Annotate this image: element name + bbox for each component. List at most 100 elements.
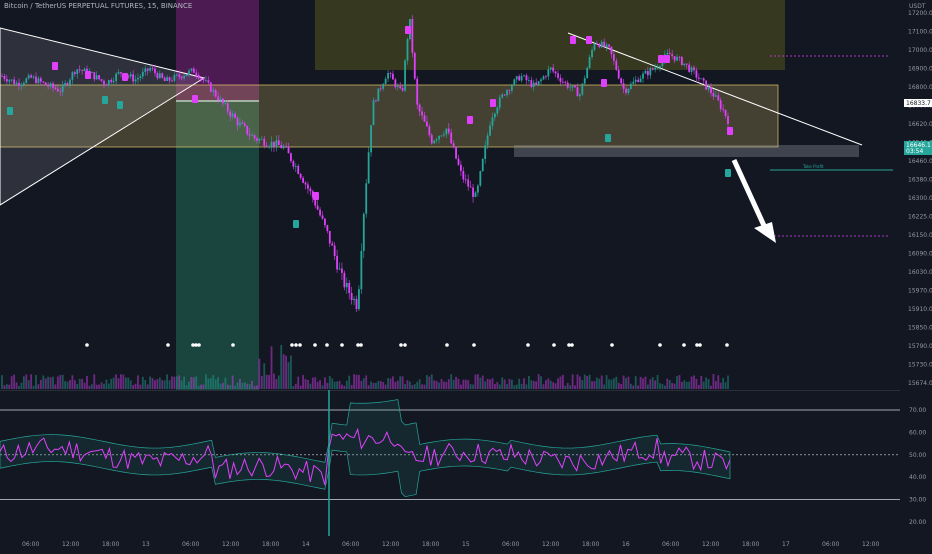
- volume-bar: [375, 382, 377, 389]
- candle-body: [695, 70, 698, 78]
- volume-bar: [467, 380, 470, 389]
- candle-body: [200, 78, 203, 80]
- volume-bar: [8, 384, 11, 389]
- candle-body: [649, 68, 652, 76]
- candle-body: [518, 76, 521, 81]
- oscillator-band: [0, 399, 731, 498]
- volume-bar: [290, 355, 292, 389]
- candle-body: [110, 80, 113, 83]
- volume-bar: [263, 363, 266, 389]
- volume-bar: [656, 375, 659, 389]
- candle-body: [134, 79, 137, 82]
- volume-bar: [724, 382, 727, 389]
- volume-bar: [435, 380, 438, 389]
- volume-bar: [501, 377, 504, 389]
- volume-bar: [440, 379, 443, 389]
- signal-dot: [197, 343, 201, 347]
- volume-bar: [277, 375, 280, 389]
- trendline[interactable]: [567, 32, 863, 146]
- candle-body: [697, 77, 700, 79]
- candle-body: [394, 79, 397, 88]
- candle-body: [161, 73, 164, 78]
- volume-bar: [559, 376, 562, 389]
- volume-bar: [168, 380, 171, 389]
- volume-bar: [525, 384, 528, 389]
- oscillator-axis[interactable]: 70.00 60.00 50.00 40.00 30.00 20.00: [909, 407, 926, 526]
- signal-tag: [658, 55, 664, 63]
- time-axis[interactable]: 06:00 12:00 18:00 13 06:00 12:00 18:00 14 06:00 1…: [22, 541, 879, 548]
- candle-body: [331, 243, 334, 246]
- volume-bar: [428, 376, 431, 389]
- candle-body: [115, 73, 118, 81]
- volume-bar: [56, 376, 59, 389]
- candle-body: [163, 77, 166, 81]
- candle-body: [64, 83, 67, 86]
- volume-bar: [120, 374, 122, 389]
- candle-body: [712, 93, 715, 97]
- candle-body: [387, 72, 389, 79]
- volume-bar: [253, 385, 256, 389]
- volume-bar: [506, 384, 508, 389]
- candle-body: [117, 72, 120, 74]
- price-tick: 15790.0: [908, 343, 932, 350]
- candle-body: [304, 182, 307, 185]
- candle-body: [464, 179, 467, 181]
- volume-bar: [676, 376, 678, 389]
- volume-bar: [498, 384, 501, 389]
- oscillator-tick: 20.00: [909, 519, 926, 526]
- candle-body: [445, 128, 448, 135]
- candle-body: [685, 63, 688, 65]
- volume-bar: [236, 382, 239, 389]
- candle-body: [544, 76, 547, 78]
- volume-bar: [719, 382, 722, 389]
- candle-body: [559, 77, 562, 82]
- volume-bar: [185, 384, 188, 389]
- volume-bar: [73, 380, 76, 389]
- currency-label: USDT: [909, 3, 926, 10]
- volume-bar: [52, 376, 54, 389]
- volume-bar: [268, 374, 270, 389]
- volume-bar: [426, 375, 428, 389]
- volume-bar: [491, 378, 494, 389]
- volume-bar: [197, 385, 200, 389]
- volume-bar: [637, 385, 640, 389]
- candle-body: [358, 289, 360, 310]
- candle-body: [384, 78, 387, 85]
- candle-body: [341, 268, 343, 273]
- candle-body: [268, 146, 270, 148]
- volume-bar: [226, 384, 229, 389]
- volume-bar: [158, 377, 161, 389]
- volume-bar: [280, 344, 283, 389]
- volume-bar: [450, 374, 453, 389]
- volume-bar: [384, 384, 387, 389]
- candle-body: [418, 104, 421, 112]
- price-axis[interactable]: 17200.017100.017000.016900.016800.016700…: [908, 10, 932, 387]
- time-tick: 15: [462, 541, 470, 548]
- time-tick: 18:00: [422, 541, 439, 548]
- signal-dot: [298, 343, 302, 347]
- candle-body: [90, 72, 93, 73]
- candle-body: [661, 60, 664, 66]
- candle-body: [612, 54, 615, 61]
- signal-dot: [166, 343, 170, 347]
- volume-bar: [358, 374, 360, 389]
- volume-bar: [700, 375, 703, 389]
- volume-bar: [214, 379, 217, 389]
- signal-tag: [192, 95, 198, 103]
- grey-zone: [514, 145, 859, 157]
- volume-bar: [683, 380, 686, 389]
- candle-body: [355, 298, 358, 310]
- volume-bar: [127, 377, 130, 389]
- price-label-box: [904, 147, 932, 155]
- candle-body: [185, 74, 188, 77]
- volume-bar: [348, 375, 351, 389]
- volume-bar: [246, 383, 249, 389]
- volume-bar: [646, 384, 649, 389]
- volume-bar: [156, 379, 159, 389]
- candle-body: [510, 85, 513, 91]
- oscillator-tick: 40.00: [909, 474, 926, 481]
- candle-body: [707, 87, 710, 90]
- volume-bar: [494, 384, 496, 389]
